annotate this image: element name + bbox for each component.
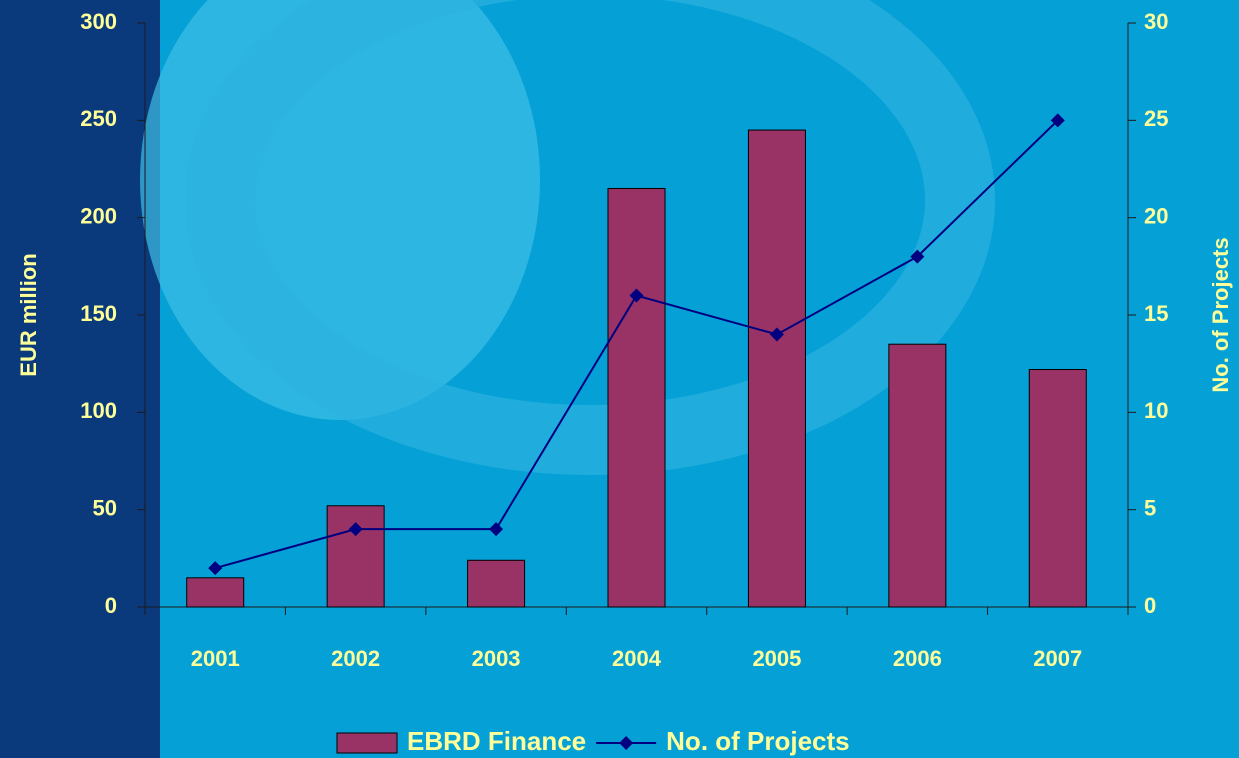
x-tick-label: 2004 <box>612 646 662 671</box>
y2-tick-label: 5 <box>1144 495 1156 520</box>
x-tick-label: 2005 <box>752 646 801 671</box>
y2-tick-label: 25 <box>1144 106 1168 131</box>
chart: EUR million No. of Projects 050100150200… <box>0 0 1239 758</box>
x-tick-label: 2006 <box>893 646 942 671</box>
bar <box>748 130 805 607</box>
y-tick-label: 150 <box>80 301 117 326</box>
y2-tick-label: 15 <box>1144 301 1168 326</box>
y-tick-label: 100 <box>80 398 117 423</box>
y-tick-label: 50 <box>93 495 117 520</box>
y-axis-label: EUR million <box>16 253 41 376</box>
legend-swatch <box>337 733 397 753</box>
x-tick-label: 2001 <box>191 646 240 671</box>
y2-tick-label: 10 <box>1144 398 1168 423</box>
y-tick-label: 300 <box>80 9 117 34</box>
bar <box>1029 370 1086 607</box>
y2-axis-label: No. of Projects <box>1208 237 1233 392</box>
legend-label: No. of Projects <box>666 726 849 756</box>
bar <box>889 344 946 607</box>
y-tick-label: 0 <box>105 593 117 618</box>
x-tick-label: 2007 <box>1033 646 1082 671</box>
y-tick-label: 200 <box>80 203 117 228</box>
y2-tick-label: 30 <box>1144 9 1168 34</box>
bar <box>327 506 384 607</box>
x-tick-label: 2003 <box>472 646 521 671</box>
bar <box>187 578 244 607</box>
y-tick-label: 250 <box>80 106 117 131</box>
y2-tick-label: 0 <box>1144 593 1156 618</box>
x-tick-label: 2002 <box>331 646 380 671</box>
y2-tick-label: 20 <box>1144 203 1168 228</box>
bar <box>468 560 525 607</box>
bar <box>608 188 665 607</box>
legend-label: EBRD Finance <box>407 726 586 756</box>
